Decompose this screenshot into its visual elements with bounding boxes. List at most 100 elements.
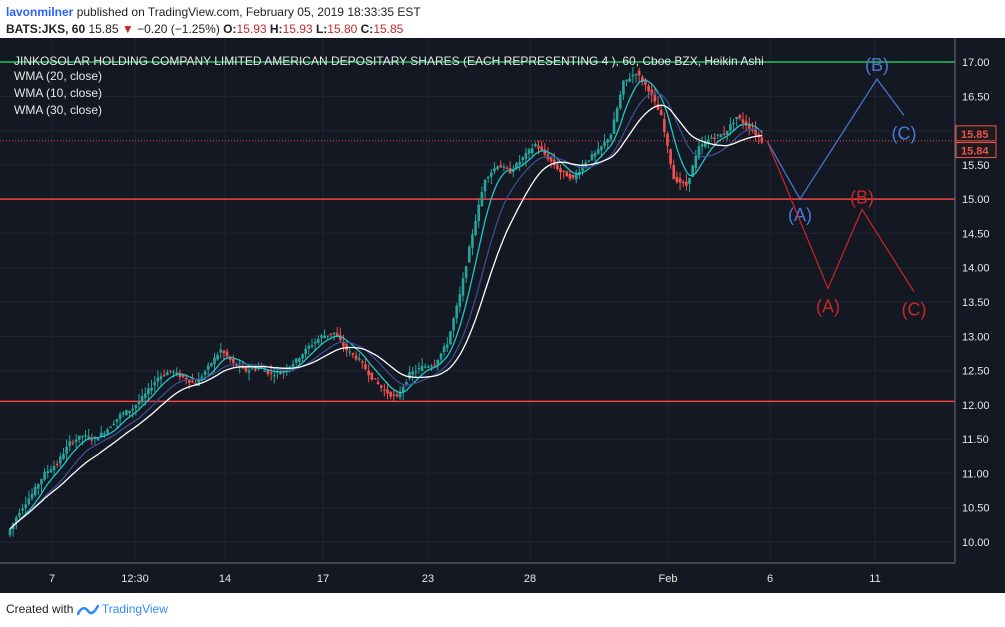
y-tick-label: 14.00	[962, 263, 990, 275]
candle-body	[518, 161, 521, 165]
candle-body	[499, 165, 503, 168]
y-axis-ticks: 17.0016.5016.0015.5015.0014.5014.0013.50…	[962, 57, 990, 549]
y-tick-label: 11.50	[962, 434, 989, 446]
candle-body	[527, 149, 531, 154]
candle-body	[659, 110, 663, 116]
candle-body	[710, 137, 713, 139]
author-link[interactable]: lavonmilner	[6, 5, 74, 19]
candle-body	[294, 358, 298, 363]
candle-body	[442, 346, 446, 353]
candle-body	[600, 146, 603, 151]
candle-body	[637, 70, 641, 76]
red-wave-path	[766, 140, 915, 293]
candle-body	[206, 365, 210, 370]
candle-body	[622, 80, 625, 95]
candle-body	[458, 294, 462, 307]
horizontal-lines	[0, 61, 955, 403]
candles	[8, 67, 764, 538]
y-tick-label: 15.50	[962, 160, 990, 172]
candle-body	[581, 165, 584, 172]
candle-body	[574, 173, 578, 180]
candle-body	[496, 166, 499, 170]
candle-body	[760, 137, 764, 143]
candle-body	[52, 466, 56, 471]
x-tick-label: 11	[869, 573, 880, 585]
candle-body	[30, 493, 34, 499]
candle-body	[241, 367, 245, 369]
x-tick-label: 23	[422, 573, 434, 585]
candle-body	[747, 123, 751, 129]
candle-body	[254, 369, 257, 371]
candle-body	[156, 377, 160, 382]
candle-body	[587, 160, 591, 162]
candle-body	[81, 435, 84, 438]
candle-body	[219, 349, 223, 353]
candle-body	[153, 382, 157, 386]
candle-body	[106, 429, 109, 434]
candle-body	[361, 361, 364, 363]
candle-body	[644, 79, 647, 85]
candle-body	[354, 355, 358, 360]
candle-body	[77, 435, 81, 441]
candle-body	[191, 381, 194, 383]
candle-body	[68, 441, 72, 446]
candle-body	[666, 133, 669, 146]
y-tick-label: 12.00	[962, 400, 990, 412]
y-tick-label: 13.50	[962, 297, 990, 309]
candle-body	[181, 374, 185, 378]
candle-body	[502, 166, 506, 168]
candle-body	[140, 396, 144, 402]
candle-body	[49, 469, 53, 473]
candle-body	[609, 134, 613, 140]
candle-body	[559, 168, 562, 173]
candle-body	[159, 376, 163, 380]
candle-body	[71, 442, 75, 444]
candle-body	[628, 78, 632, 82]
price-chart[interactable]: (A)(B)(C)(A)(B)(C) 17.0016.5016.0015.501…	[0, 38, 1005, 593]
candle-body	[143, 393, 147, 399]
chart-area[interactable]: (A)(B)(C)(A)(B)(C) 17.0016.5016.0015.501…	[0, 38, 1005, 593]
candle-body	[641, 76, 644, 82]
publish-info: published on TradingView.com, February 0…	[76, 5, 421, 19]
candle-body	[571, 175, 575, 178]
candle-body	[625, 79, 628, 82]
candle-body	[741, 119, 745, 123]
candle-body	[357, 358, 361, 360]
wave-projections: (A) (B) (C) (A) (B) (C)	[766, 55, 927, 320]
x-tick-label: 14	[219, 573, 231, 585]
candle-body	[332, 332, 336, 334]
candle-body	[427, 366, 430, 368]
candle-body	[480, 192, 484, 207]
candle-body	[430, 365, 433, 368]
candle-body	[121, 412, 125, 415]
candle-body	[754, 128, 757, 136]
last-price: 15.85	[88, 22, 119, 36]
candle-body	[134, 405, 138, 409]
candle-body	[449, 331, 452, 345]
candle-body	[647, 85, 650, 92]
legend-item-wma30[interactable]: WMA (30, close)	[14, 103, 103, 117]
candle-body	[260, 366, 263, 369]
candle-body	[87, 436, 90, 439]
legend-item-wma10[interactable]: WMA (10, close)	[14, 86, 103, 100]
candle-body	[370, 372, 374, 380]
candle-body	[593, 152, 597, 157]
high-value: 15.93	[282, 22, 313, 36]
candle-body	[301, 354, 304, 359]
candle-body	[493, 168, 496, 172]
candle-body	[735, 117, 738, 120]
candle-body	[722, 133, 726, 136]
candle-body	[562, 170, 565, 172]
legend-item-wma20[interactable]: WMA (20, close)	[14, 69, 103, 83]
candle-body	[197, 379, 201, 386]
candle-body	[62, 453, 65, 459]
candle-body	[323, 335, 326, 338]
tradingview-brand[interactable]: TradingView	[101, 602, 168, 616]
candle-body	[672, 165, 676, 180]
candle-body	[40, 479, 43, 485]
candle-body	[379, 385, 383, 388]
candle-body	[244, 367, 248, 372]
candle-body	[37, 484, 40, 489]
price-labels: 15.85 15.84	[955, 125, 997, 159]
candle-body	[59, 456, 62, 464]
